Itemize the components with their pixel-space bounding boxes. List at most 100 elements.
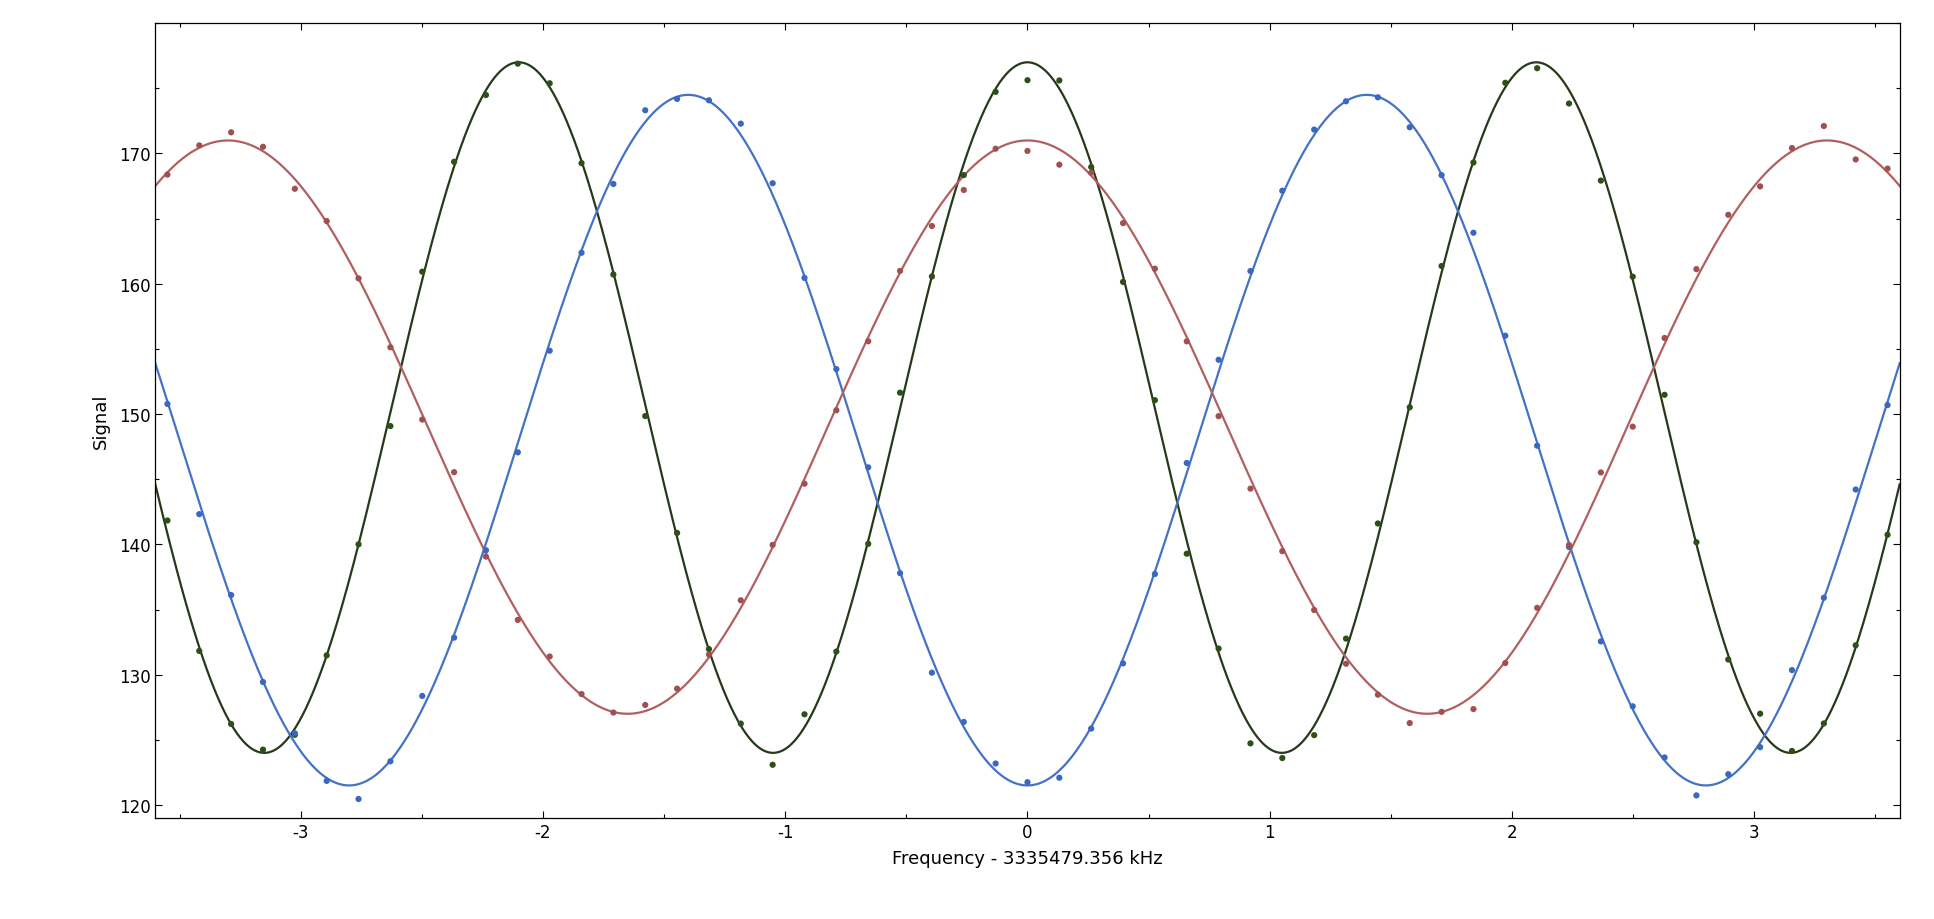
Point bbox=[406, 265, 437, 279]
Point bbox=[217, 588, 248, 603]
Point bbox=[1011, 775, 1042, 789]
Point bbox=[1108, 656, 1139, 671]
Point bbox=[1808, 119, 1839, 134]
Point bbox=[1172, 547, 1203, 562]
Point bbox=[1267, 751, 1298, 766]
Point bbox=[248, 675, 278, 689]
Point bbox=[1394, 716, 1425, 731]
Point bbox=[1489, 329, 1520, 344]
Point bbox=[1300, 603, 1331, 618]
Point bbox=[311, 774, 342, 789]
Point bbox=[1425, 259, 1456, 274]
Point bbox=[1681, 263, 1712, 278]
Point bbox=[1650, 331, 1681, 346]
Point bbox=[1425, 168, 1456, 183]
Point bbox=[820, 403, 851, 418]
Point bbox=[1841, 639, 1872, 653]
X-axis label: Frequency - 3335479.356 kHz: Frequency - 3335479.356 kHz bbox=[892, 849, 1162, 868]
Point bbox=[820, 362, 851, 377]
Point bbox=[853, 537, 884, 551]
Point bbox=[503, 613, 534, 628]
Point bbox=[598, 706, 629, 720]
Point bbox=[853, 460, 884, 475]
Point bbox=[694, 94, 725, 108]
Point bbox=[1872, 528, 1903, 542]
Point bbox=[248, 743, 278, 757]
Point bbox=[853, 335, 884, 349]
Point bbox=[1044, 158, 1075, 173]
Point bbox=[1108, 217, 1139, 232]
Point bbox=[470, 88, 501, 103]
Point bbox=[153, 168, 184, 183]
Point bbox=[311, 648, 342, 663]
Point bbox=[1489, 656, 1520, 671]
Point bbox=[567, 686, 598, 701]
Point bbox=[1236, 265, 1267, 279]
Point bbox=[1458, 226, 1489, 241]
Point bbox=[470, 543, 501, 558]
Point bbox=[1872, 162, 1903, 176]
Point bbox=[1808, 716, 1839, 731]
Point bbox=[470, 550, 501, 564]
Point bbox=[375, 341, 406, 356]
Point bbox=[1300, 728, 1331, 743]
Point bbox=[184, 139, 215, 153]
Point bbox=[1714, 767, 1744, 782]
Point bbox=[439, 465, 470, 480]
Point bbox=[884, 386, 915, 401]
Point bbox=[1553, 538, 1584, 552]
Point bbox=[661, 93, 692, 108]
Point bbox=[1300, 123, 1331, 138]
Point bbox=[184, 644, 215, 659]
Point bbox=[1617, 420, 1648, 435]
Point bbox=[534, 344, 565, 358]
Point bbox=[1617, 699, 1648, 714]
Point bbox=[1236, 736, 1267, 751]
Point bbox=[1236, 482, 1267, 496]
Point bbox=[1841, 482, 1872, 497]
Point bbox=[1394, 120, 1425, 135]
Point bbox=[661, 526, 692, 540]
Point bbox=[1522, 62, 1553, 76]
Point bbox=[1650, 388, 1681, 403]
Point bbox=[1458, 156, 1489, 171]
Point bbox=[981, 756, 1011, 771]
Point bbox=[1744, 180, 1775, 195]
Point bbox=[1841, 153, 1872, 167]
Point bbox=[725, 117, 756, 131]
Point bbox=[1394, 401, 1425, 415]
Point bbox=[1331, 631, 1362, 646]
Point bbox=[1650, 750, 1681, 765]
Point bbox=[1075, 161, 1106, 176]
Point bbox=[981, 85, 1011, 100]
Point bbox=[1267, 184, 1298, 199]
Point bbox=[1586, 466, 1617, 481]
Point bbox=[1362, 91, 1392, 106]
Point bbox=[630, 409, 661, 424]
Point bbox=[1714, 652, 1744, 667]
Point bbox=[567, 156, 598, 171]
Point bbox=[1011, 144, 1042, 159]
Point bbox=[1522, 439, 1553, 454]
Point bbox=[311, 214, 342, 229]
Point bbox=[278, 182, 309, 197]
Point bbox=[1458, 702, 1489, 717]
Point bbox=[1714, 209, 1744, 223]
Point bbox=[1425, 705, 1456, 720]
Point bbox=[725, 717, 756, 732]
Point bbox=[1203, 641, 1234, 656]
Point bbox=[1553, 540, 1584, 555]
Point bbox=[789, 271, 820, 286]
Point bbox=[1872, 398, 1903, 413]
Point bbox=[1617, 270, 1648, 285]
Point bbox=[789, 477, 820, 492]
Y-axis label: Signal: Signal bbox=[93, 393, 110, 448]
Point bbox=[342, 538, 373, 552]
Point bbox=[184, 507, 215, 522]
Point bbox=[534, 77, 565, 92]
Point bbox=[948, 715, 979, 730]
Point bbox=[917, 665, 948, 680]
Point bbox=[153, 397, 184, 412]
Point bbox=[948, 184, 979, 199]
Point bbox=[567, 246, 598, 261]
